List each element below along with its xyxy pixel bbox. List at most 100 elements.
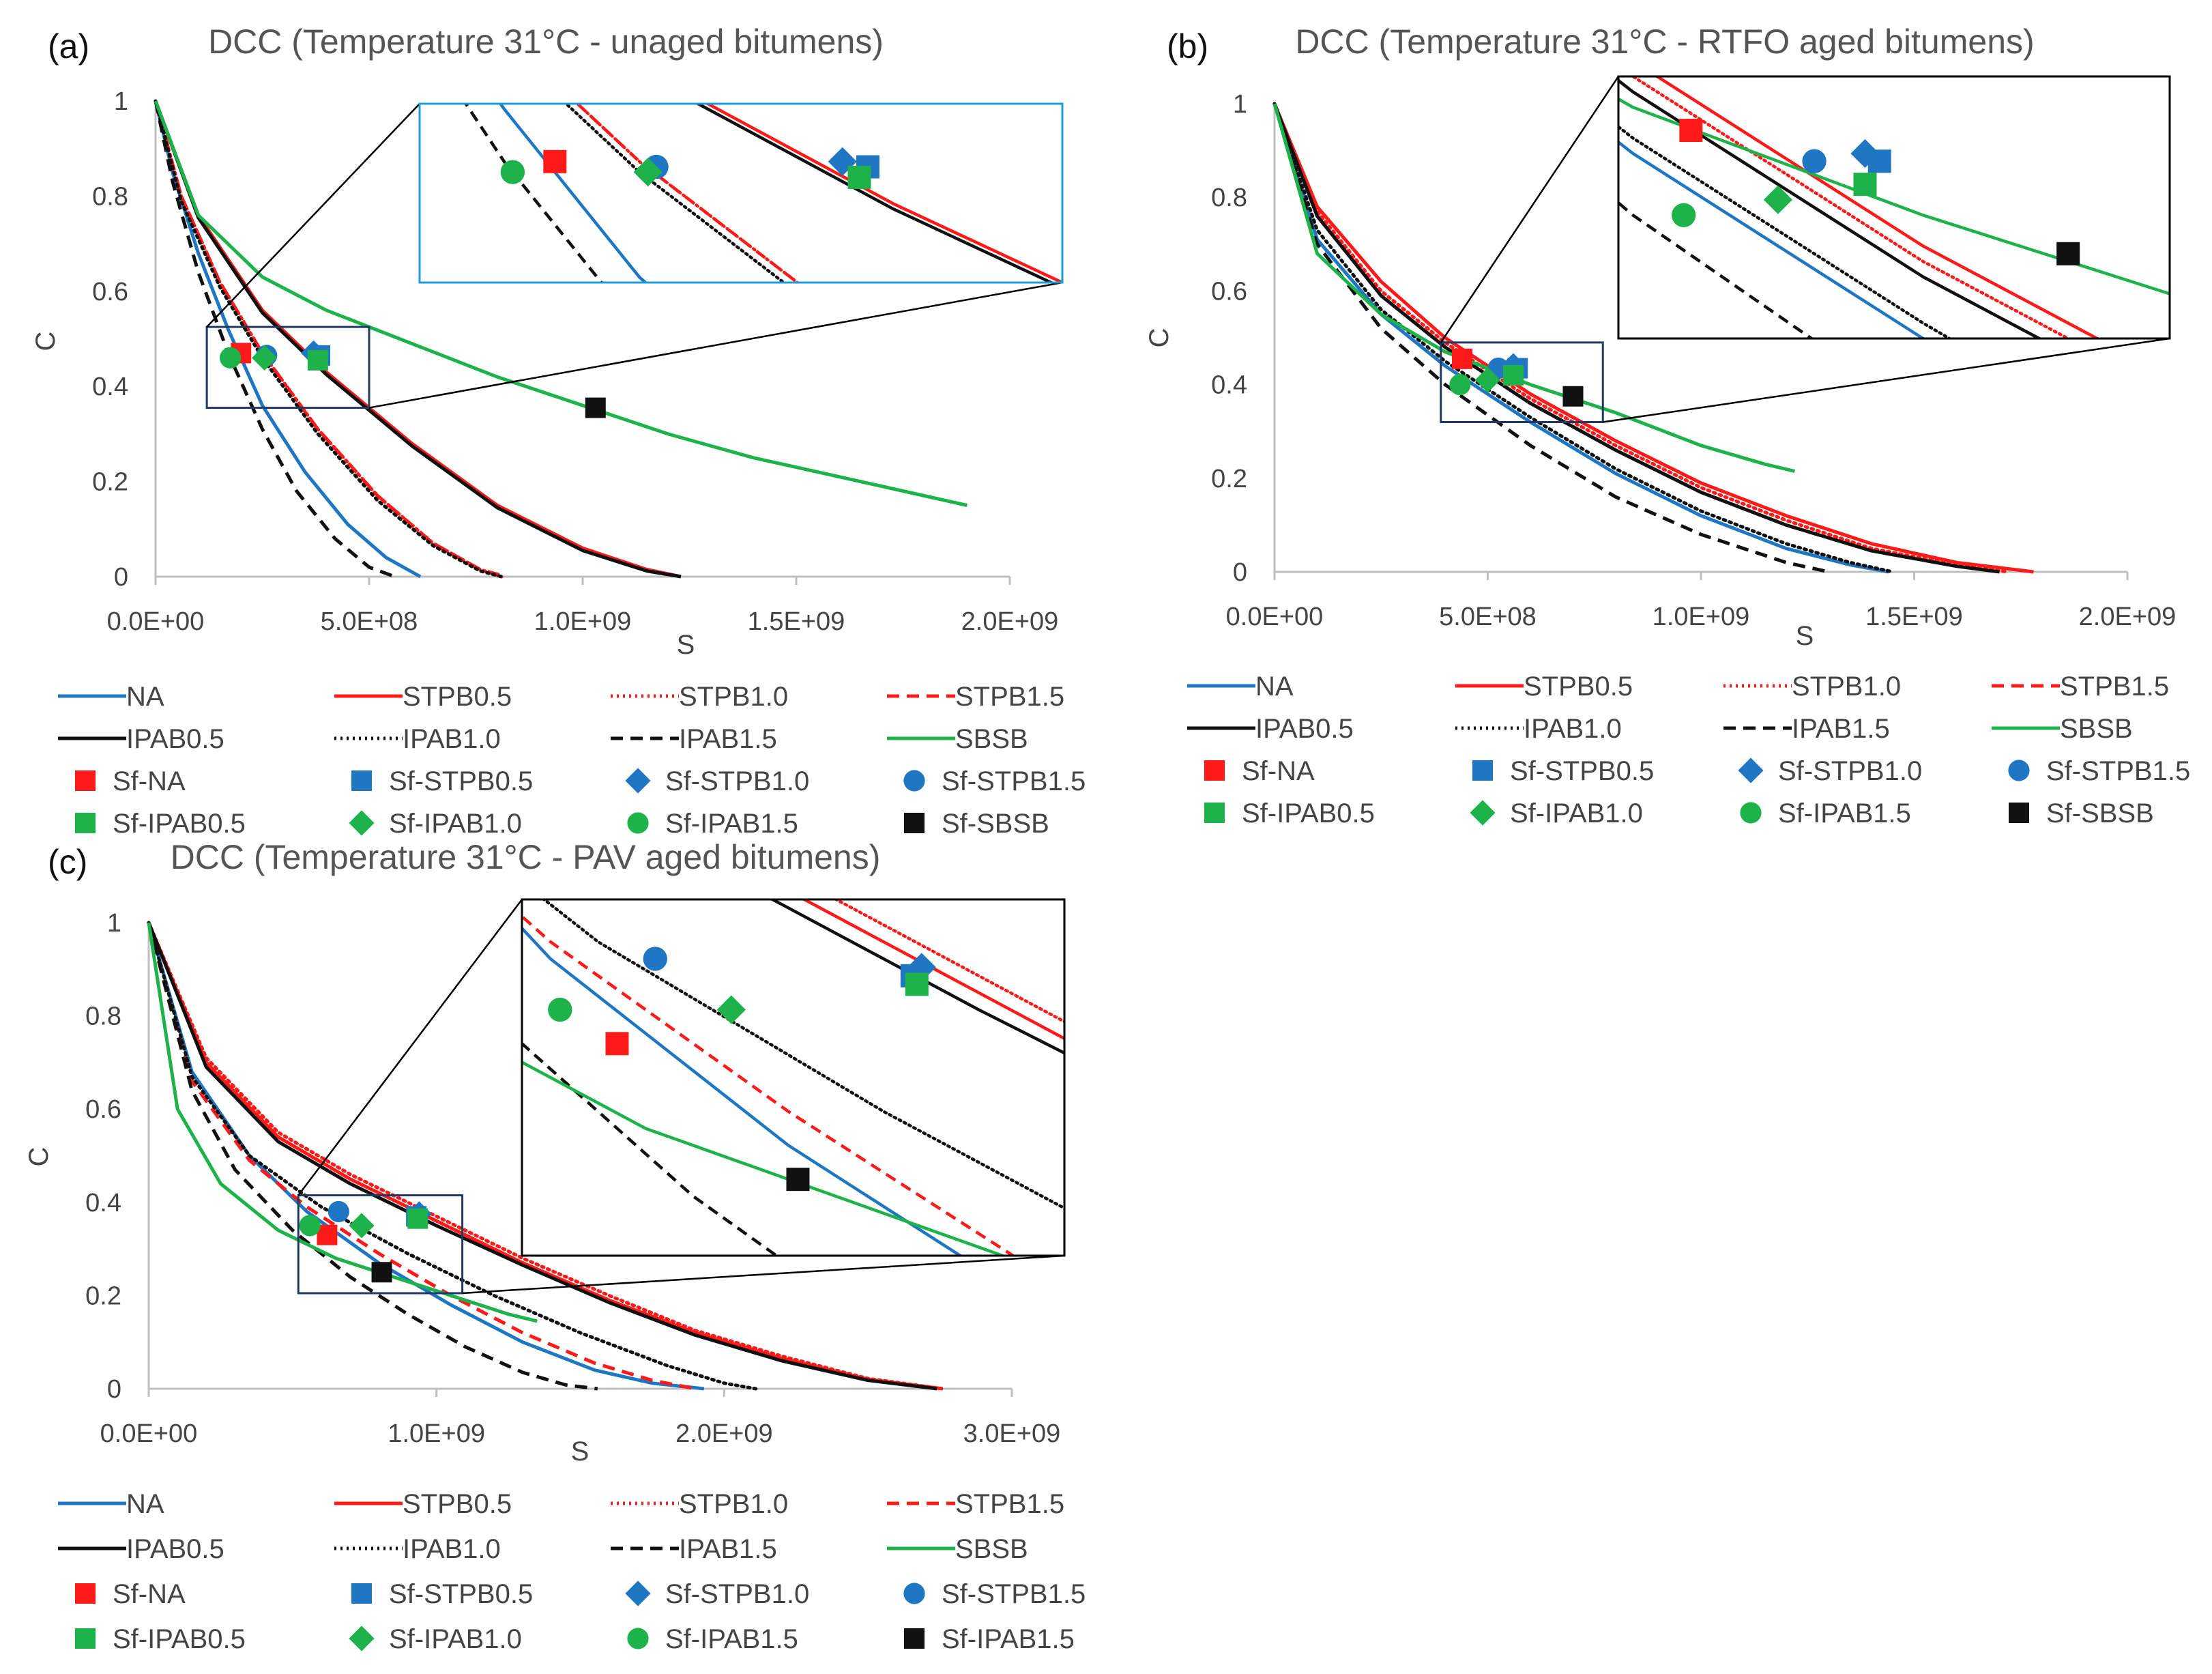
- x-tick-label: 2.0E+09: [675, 1419, 773, 1448]
- series-line-ipab0-5: [154, 100, 682, 579]
- legend-label: Sf-STPB1.0: [665, 766, 809, 796]
- x-tick-label: 0.0E+00: [107, 607, 205, 636]
- x-tick-label: 1.0E+09: [388, 1419, 485, 1448]
- legend-swatch-sf-ipab0-5: [75, 1628, 96, 1649]
- legend-swatch-sf-na: [75, 770, 96, 791]
- inset-plot: [1618, 76, 2170, 338]
- marker-sf-ipab1-5: [219, 347, 242, 369]
- legend-swatch-sf-ipab1-5: [627, 1628, 649, 1649]
- legend-label: Sf-STPB1.0: [1778, 756, 1922, 786]
- chart-panel-b: (b) DCC (Temperature 31°C - RTFO aged bit…: [1144, 23, 2190, 828]
- legend: NA STPB0.5 STPB1.0 STPB1.5 IPAB0.5 IPAB1.0 IPA…: [1187, 672, 2190, 828]
- series-line-na: [1272, 103, 1889, 574]
- legend-label: STPB1.0: [679, 1489, 788, 1519]
- series-line-stpb1-0: [1272, 102, 2010, 574]
- x-tick-label: 5.0E+08: [321, 607, 418, 636]
- legend-label: Sf-STPB1.0: [665, 1579, 809, 1609]
- series-line-sbsb: [154, 100, 967, 507]
- legend-label: IPAB1.5: [679, 1534, 777, 1564]
- marker-sf-ipab1-5: [299, 1215, 321, 1237]
- inset-series-line-sbsb: [1618, 97, 2170, 295]
- legend-label: Sf-IPAB1.5: [665, 809, 798, 839]
- inset-marker-sf-ipab1-5: [1672, 203, 1696, 227]
- legend-label: NA: [1255, 672, 1294, 702]
- legend-label: Sf-STPB0.5: [1510, 756, 1654, 786]
- legend-label: IPAB0.5: [1255, 714, 1354, 744]
- legend-label: Sf-IPAB1.5: [665, 1624, 798, 1654]
- inset-border: [521, 898, 1066, 1257]
- x-axis-label: S: [1796, 621, 1814, 651]
- legend-swatch-sf-sbsb: [2009, 803, 2029, 823]
- y-tick-label: 0.8: [85, 1002, 121, 1031]
- legend-swatch-sf-stpb1-5: [903, 770, 925, 792]
- inset-marker-sf-sbsb: [2056, 242, 2080, 265]
- inset-marker-sf-ipab0-5: [847, 165, 871, 189]
- inset-marker-sf-ipab1-5-black: [786, 1168, 810, 1192]
- connector-line: [368, 281, 1063, 409]
- series-line-ipab0-5: [1272, 103, 2000, 574]
- legend-label: Sf-STPB1.5: [2046, 756, 2190, 786]
- marker-sf-ipab1-5-black: [371, 1262, 392, 1283]
- chart-title: DCC (Temperature 31°C - RTFO aged bitume…: [1295, 23, 2034, 61]
- series-line-ipab0-5: [147, 922, 937, 1391]
- legend-swatch-sf-na: [1204, 760, 1225, 781]
- series-line-ipab1-0: [1272, 102, 1895, 574]
- marker-sf-ipab1-0: [252, 345, 278, 371]
- legend-label: Sf-SBSB: [942, 809, 1049, 839]
- legend-swatch-sf-stpb0-5: [351, 1583, 372, 1604]
- chart-title: DCC (Temperature 31°C - PAV aged bitumen…: [171, 838, 881, 876]
- legend-label: IPAB1.5: [1792, 714, 1890, 744]
- legend-label: Sf-NA: [113, 766, 186, 796]
- y-tick-label: 0.4: [92, 373, 128, 401]
- inset-background: [1618, 76, 2170, 338]
- legend-swatch-sf-stpb1-5: [903, 1583, 925, 1604]
- x-tick-label: 2.0E+09: [961, 607, 1059, 636]
- y-tick-label: 0: [1233, 558, 1247, 587]
- y-tick-label: 0.6: [92, 278, 128, 306]
- inset-border: [418, 102, 1064, 284]
- series-line-ipab1-0: [154, 99, 504, 579]
- inset-marker-sf-ipab1-5: [500, 160, 525, 184]
- legend: NA STPB0.5 STPB1.0 STPB1.5 IPAB0.5 IPAB1.0 IPA…: [58, 682, 1086, 839]
- legend-label: Sf-IPAB1.0: [1510, 798, 1643, 828]
- legend-label: SBSB: [955, 1534, 1028, 1564]
- legend-swatch-sf-ipab0-5: [75, 813, 96, 833]
- inset-plot: [464, 104, 1062, 283]
- legend-label: Sf-NA: [1242, 756, 1315, 786]
- legend-label: Sf-IPAB1.0: [389, 809, 522, 839]
- inset-background: [420, 104, 1062, 283]
- inset-series-line-stpb1-0: [575, 104, 800, 283]
- series-line-stpb1-0: [147, 921, 945, 1391]
- inset-marker-sf-ipab1-0: [1763, 185, 1792, 214]
- legend-swatch-sf-ipab0-5: [1204, 803, 1225, 823]
- legend-swatch-sf-na: [75, 1583, 96, 1604]
- legend-swatch-sf-ipab1-5: [627, 812, 649, 834]
- legend-swatch-sf-ipab1-5: [1740, 802, 1762, 824]
- marker-sf-na: [1452, 348, 1472, 369]
- series-line-ipab1-5: [147, 922, 598, 1391]
- marker-sf-ipab1-5: [1449, 374, 1471, 396]
- legend-label: NA: [126, 682, 164, 712]
- series-line-stpb1-5: [154, 100, 506, 579]
- y-tick-label: 0.6: [85, 1095, 121, 1124]
- y-tick-label: 0: [107, 1375, 121, 1404]
- y-tick-label: 0.2: [85, 1282, 121, 1310]
- legend-label: Sf-IPAB0.5: [1242, 798, 1375, 828]
- y-tick-label: 0.4: [1211, 371, 1247, 400]
- y-tick-label: 0.6: [1211, 277, 1247, 306]
- legend-label: Sf-STPB0.5: [389, 1579, 533, 1609]
- y-tick-label: 1: [114, 87, 128, 116]
- series-line-stpb0-5: [147, 922, 944, 1391]
- legend-label: STPB1.5: [2060, 672, 2169, 702]
- x-tick-label: 3.0E+09: [963, 1419, 1061, 1448]
- inset-series-line-stpb1-5: [522, 914, 1017, 1256]
- legend-label: Sf-STPB0.5: [389, 766, 533, 796]
- inset-border: [1617, 75, 2171, 340]
- series-line-ipab1-5: [154, 100, 396, 579]
- legend-label: Sf-IPAB0.5: [113, 809, 246, 839]
- panel-label: (a): [48, 27, 89, 66]
- legend-label: IPAB1.0: [403, 1534, 501, 1564]
- y-tick-label: 0.4: [85, 1189, 121, 1217]
- y-tick-label: 0.2: [92, 468, 128, 497]
- y-axis-label: C: [1144, 328, 1174, 348]
